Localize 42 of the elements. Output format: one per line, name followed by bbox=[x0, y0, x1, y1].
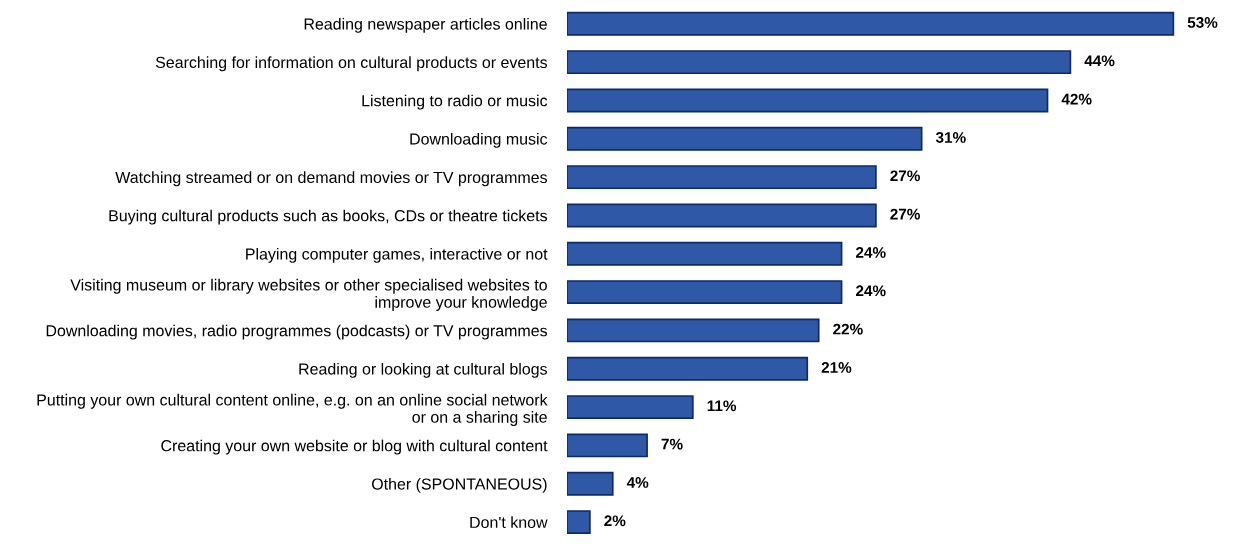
y-tick-label: Reading or looking at cultural blogs bbox=[299, 362, 547, 378]
data-label: 31% bbox=[935, 132, 966, 143]
data-label: 2% bbox=[604, 515, 626, 527]
y-tick-label: Other (SPONTANEOUS) bbox=[372, 477, 547, 493]
bar bbox=[567, 88, 1049, 113]
bar bbox=[567, 395, 694, 420]
data-label: 44% bbox=[1084, 55, 1115, 67]
y-tick-label: Downloading movies, radio programmes (podcasts) or TV programmes bbox=[46, 324, 548, 340]
y-tick-label: Searching for information on cultural products or events bbox=[155, 56, 548, 72]
data-label: 4% bbox=[626, 477, 649, 488]
bar bbox=[567, 356, 809, 381]
y-tick-label: Downloading music bbox=[410, 132, 548, 148]
bar bbox=[567, 433, 648, 458]
bar bbox=[567, 318, 820, 343]
y-tick-label: Listening to radio or music bbox=[362, 94, 548, 110]
data-label: 42% bbox=[1061, 93, 1092, 105]
data-label: 22% bbox=[833, 323, 863, 335]
data-label: 27% bbox=[890, 208, 920, 220]
bar bbox=[567, 280, 843, 305]
y-tick-label: Reading newspaper articles online bbox=[304, 17, 547, 33]
y-tick-label: Buying cultural products such as books, CDs or theatre tickets bbox=[109, 209, 547, 225]
y-tick-label: Visiting museum or library websites or other specialised websites to improve your knowledge bbox=[70, 278, 547, 311]
y-tick-label: Creating your own website or blog with cultural content bbox=[161, 439, 548, 455]
bar bbox=[567, 11, 1175, 36]
y-tick-label: Putting your own cultural content online, e.g. on an online social network or on a sharing site bbox=[37, 393, 548, 426]
data-label: 24% bbox=[856, 285, 886, 297]
bar bbox=[567, 50, 1072, 75]
bar bbox=[567, 126, 923, 151]
bar bbox=[567, 165, 877, 190]
y-tick-label: Don't know bbox=[470, 516, 548, 529]
bar bbox=[567, 510, 591, 535]
bar bbox=[567, 203, 877, 228]
data-label: 21% bbox=[821, 362, 852, 373]
y-tick-label: Watching streamed or on demand movies or TV programmes bbox=[115, 171, 548, 187]
data-label: 27% bbox=[890, 170, 920, 182]
data-label: 53% bbox=[1187, 17, 1218, 28]
bar bbox=[567, 241, 843, 266]
bar bbox=[567, 471, 614, 496]
data-label: 24% bbox=[856, 247, 886, 258]
y-tick-label: Playing computer games, interactive or not bbox=[246, 247, 548, 263]
data-label: 11% bbox=[707, 400, 737, 412]
data-label: 7% bbox=[661, 438, 683, 450]
